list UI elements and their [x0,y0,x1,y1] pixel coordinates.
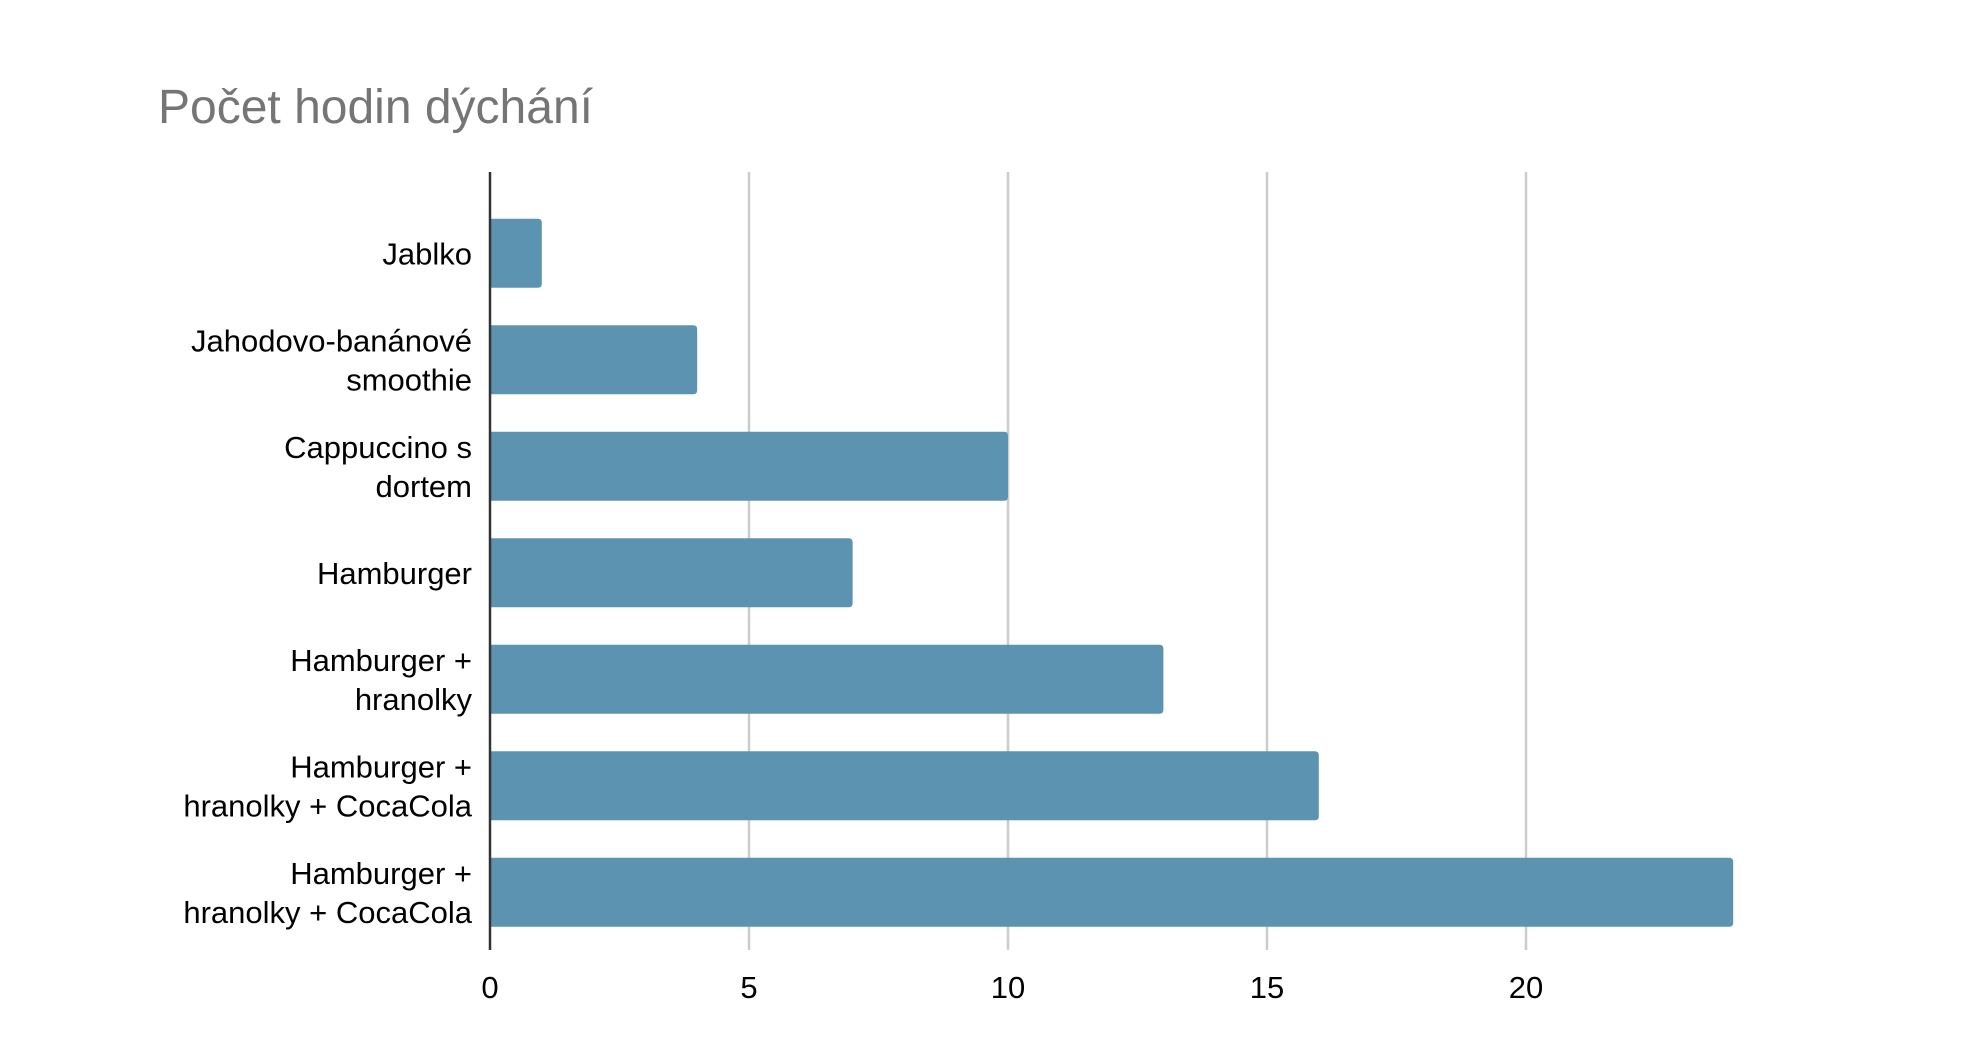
x-tick-label: 10 [991,970,1025,1005]
bar [490,644,1164,714]
category-label: Hamburger + [290,643,472,678]
x-tick-labels: 0 5 10 15 20 [481,970,1543,1005]
x-tick-label: 5 [740,970,757,1005]
category-label: hranolky + CocaCola [183,895,472,930]
category-label: hranolky + CocaCola [183,788,472,823]
x-tick-label: 0 [481,970,498,1005]
category-labels: Jablko Jahodovo-banánové smoothie Cappuccin… [183,236,472,930]
x-tick-label: 15 [1250,970,1284,1005]
category-label: smoothie [346,362,472,397]
category-label: Cappuccino s [284,430,472,465]
category-label: Hamburger [317,556,472,591]
bar [490,857,1734,927]
chart-title: Počet hodin dýchání [158,81,594,134]
bar [490,218,542,288]
x-tick-label: 20 [1509,970,1543,1005]
category-label: Jablko [382,236,472,271]
category-label: Hamburger + [290,856,472,891]
category-label: dortem [376,469,472,504]
bar [490,538,853,608]
bar [490,325,698,395]
gridlines [747,172,1528,950]
bar [490,751,1319,821]
bars [490,218,1734,927]
category-label: hranolky [355,682,473,717]
category-label: Jahodovo-banánové [191,323,472,358]
bar [490,431,1008,501]
category-label: Hamburger + [290,749,472,784]
